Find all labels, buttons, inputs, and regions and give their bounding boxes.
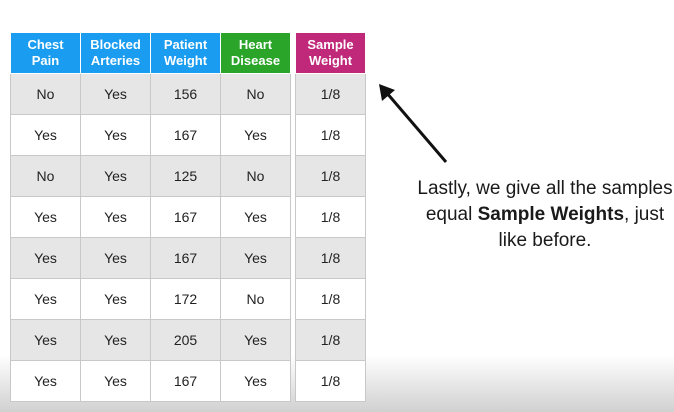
caption-after: , just like before. (498, 204, 665, 251)
table-row: Yes Yes 167 Yes (10, 237, 291, 279)
table-cell: No (220, 155, 291, 197)
sample-weight-cell: 1/8 (295, 237, 366, 279)
table-cell: No (10, 155, 81, 197)
table-cell: Yes (80, 319, 151, 361)
table-row: 1/8 (295, 278, 366, 320)
patient-data-table: Chest Pain Blocked Arteries Patient Weight Hea… (10, 32, 291, 402)
table-row: 1/8 (295, 73, 366, 115)
table-row: 1/8 (295, 114, 366, 156)
column-header-patient-weight: Patient Weight (150, 32, 221, 74)
table-row: Yes Yes 167 Yes (10, 114, 291, 156)
table-row: 1/8 (295, 237, 366, 279)
table-cell: No (220, 73, 291, 115)
header-line: Chest (27, 37, 64, 52)
table-cell: 167 (150, 237, 221, 279)
table-cell: Yes (10, 237, 81, 279)
column-header-blocked-arteries: Blocked Arteries (80, 32, 151, 74)
table-cell: No (10, 73, 81, 115)
header-row: Sample Weight (295, 32, 366, 74)
table-row: 1/8 (295, 360, 366, 402)
sample-weight-cell: 1/8 (295, 278, 366, 320)
table-cell: 172 (150, 278, 221, 320)
table-cell: Yes (80, 73, 151, 115)
table-cell: Yes (220, 196, 291, 238)
table-cell: Yes (10, 196, 81, 238)
table-cell: Yes (10, 114, 81, 156)
table-cell: Yes (220, 114, 291, 156)
caption-text: Lastly, we give all the samples equal Sa… (412, 176, 674, 254)
caption-before: Lastly, we give all the samples equal (417, 178, 673, 225)
table-cell: Yes (220, 360, 291, 402)
header-line: Heart (238, 37, 273, 52)
table-cell: Yes (80, 196, 151, 238)
table-cell: Yes (10, 278, 81, 320)
header-line: Weight (308, 53, 353, 68)
sample-weight-cell: 1/8 (295, 155, 366, 197)
table-cell: 167 (150, 196, 221, 238)
sample-weight-cell: 1/8 (295, 360, 366, 402)
table-row: Yes Yes 167 Yes (10, 360, 291, 402)
table-row: No Yes 156 No (10, 73, 291, 115)
header-row: Chest Pain Blocked Arteries Patient Weight Hea… (10, 32, 291, 74)
sample-weight-cell: 1/8 (295, 319, 366, 361)
header-line: Patient (163, 37, 208, 52)
sample-weight-cell: 1/8 (295, 73, 366, 115)
table-cell: 125 (150, 155, 221, 197)
table-row: 1/8 (295, 196, 366, 238)
table-cell: No (220, 278, 291, 320)
column-header-sample-weight: Sample Weight (295, 32, 366, 74)
table-cell: Yes (80, 360, 151, 402)
header-line: Sample (307, 37, 354, 52)
header-line: Disease (230, 53, 281, 68)
table-cell: 156 (150, 73, 221, 115)
table-row: No Yes 125 No (10, 155, 291, 197)
table-row: 1/8 (295, 319, 366, 361)
column-header-heart-disease: Heart Disease (220, 32, 291, 74)
table-cell: Yes (10, 319, 81, 361)
header-line: Arteries (90, 53, 141, 68)
arrow-shaft (384, 91, 448, 163)
table-cell: 205 (150, 319, 221, 361)
table-cell: Yes (220, 237, 291, 279)
table-cell: Yes (80, 155, 151, 197)
table-row: Yes Yes 205 Yes (10, 319, 291, 361)
arrow-head (379, 84, 395, 101)
header-line: Pain (31, 53, 60, 68)
column-header-chest-pain: Chest Pain (10, 32, 81, 74)
caption-bold: Sample Weights (477, 204, 625, 225)
table-row: 1/8 (295, 155, 366, 197)
sample-weight-table: Sample Weight 1/8 1/8 1/8 1/8 1/8 1/8 1/8 1/8 (295, 32, 366, 402)
table-cell: 167 (150, 360, 221, 402)
sample-weight-cell: 1/8 (295, 196, 366, 238)
header-line: Blocked (90, 37, 141, 52)
table-cell: Yes (220, 319, 291, 361)
table-cell: Yes (10, 360, 81, 402)
table-row: Yes Yes 167 Yes (10, 196, 291, 238)
table-cell: Yes (80, 237, 151, 279)
table-cell: Yes (80, 114, 151, 156)
sample-weight-cell: 1/8 (295, 114, 366, 156)
table-row: Yes Yes 172 No (10, 278, 291, 320)
table-cell: 167 (150, 114, 221, 156)
header-line: Weight (163, 53, 208, 68)
table-cell: Yes (80, 278, 151, 320)
